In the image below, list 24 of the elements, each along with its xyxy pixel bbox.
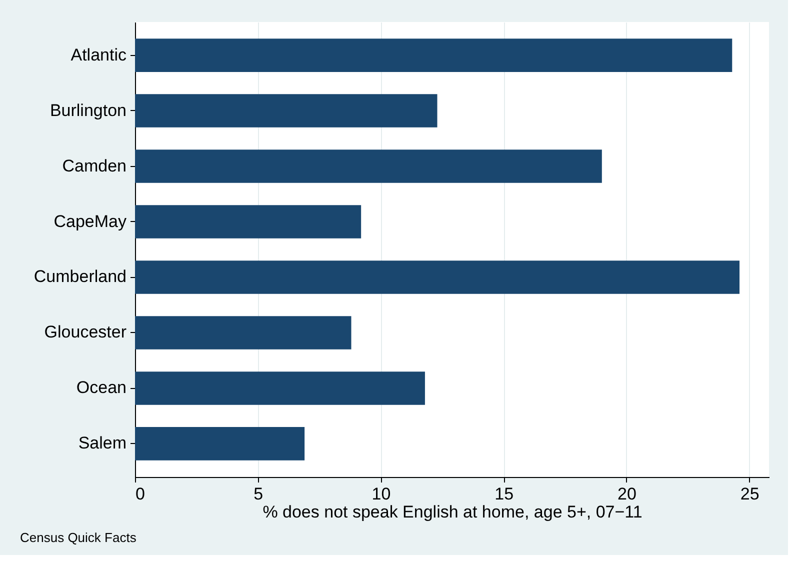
x-axis-title: % does not speak English at home, age 5+, 07−11: [262, 502, 642, 522]
bar: [135, 38, 732, 72]
x-tick-label: 5: [254, 484, 264, 504]
y-tick-label: Camden: [62, 156, 126, 176]
bar: [135, 150, 602, 183]
y-tick-label: CapeMay: [54, 212, 127, 231]
bar: [135, 427, 305, 460]
x-tick-label: 10: [372, 484, 391, 504]
y-tick-label: Gloucester: [44, 322, 127, 342]
bar: [135, 205, 362, 238]
bar: [135, 260, 740, 294]
y-tick-label: Atlantic: [70, 45, 127, 64]
bar: [135, 372, 425, 405]
x-tick-label: 20: [618, 484, 636, 504]
x-tick-label: 0: [136, 484, 145, 504]
x-tick-label: 25: [740, 484, 760, 504]
y-tick-label: Burlington: [50, 100, 126, 120]
bar: [135, 94, 438, 128]
y-tick-label: Cumberland: [34, 267, 126, 286]
x-tick-label: 15: [494, 484, 514, 504]
y-tick-label: Salem: [78, 434, 126, 453]
text: Census Quick Facts: [20, 530, 137, 545]
bar: [135, 316, 352, 350]
y-tick-label: Ocean: [76, 378, 126, 398]
